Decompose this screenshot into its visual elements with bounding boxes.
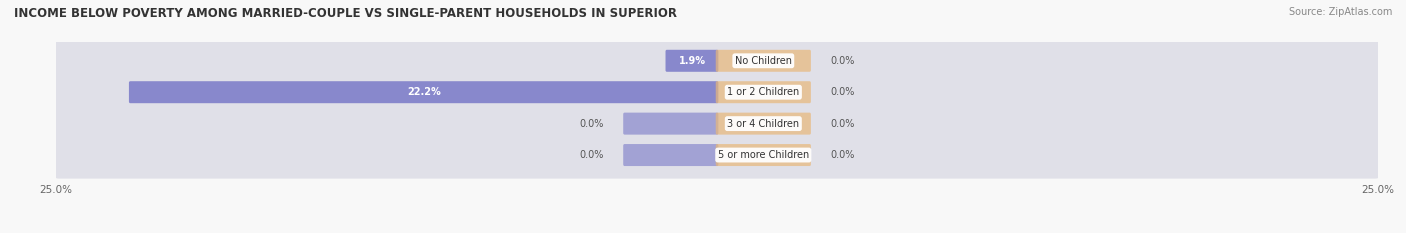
Text: 1.9%: 1.9% — [679, 56, 706, 66]
FancyBboxPatch shape — [51, 100, 1384, 147]
FancyBboxPatch shape — [51, 131, 1384, 179]
FancyBboxPatch shape — [623, 113, 718, 135]
FancyBboxPatch shape — [665, 50, 718, 72]
Text: INCOME BELOW POVERTY AMONG MARRIED-COUPLE VS SINGLE-PARENT HOUSEHOLDS IN SUPERIO: INCOME BELOW POVERTY AMONG MARRIED-COUPL… — [14, 7, 678, 20]
Text: 0.0%: 0.0% — [831, 150, 855, 160]
FancyBboxPatch shape — [716, 113, 811, 135]
Text: 1 or 2 Children: 1 or 2 Children — [727, 87, 800, 97]
Text: 0.0%: 0.0% — [831, 56, 855, 66]
FancyBboxPatch shape — [716, 144, 811, 166]
Text: No Children: No Children — [735, 56, 792, 66]
FancyBboxPatch shape — [129, 81, 718, 103]
FancyBboxPatch shape — [51, 37, 1384, 84]
FancyBboxPatch shape — [716, 50, 811, 72]
Text: 0.0%: 0.0% — [579, 150, 603, 160]
FancyBboxPatch shape — [716, 81, 811, 103]
Text: 0.0%: 0.0% — [831, 87, 855, 97]
Text: 0.0%: 0.0% — [831, 119, 855, 129]
Text: 0.0%: 0.0% — [579, 119, 603, 129]
Text: Source: ZipAtlas.com: Source: ZipAtlas.com — [1288, 7, 1392, 17]
FancyBboxPatch shape — [51, 69, 1384, 116]
Text: 3 or 4 Children: 3 or 4 Children — [727, 119, 800, 129]
FancyBboxPatch shape — [623, 144, 718, 166]
Text: 22.2%: 22.2% — [406, 87, 440, 97]
Text: 5 or more Children: 5 or more Children — [717, 150, 808, 160]
